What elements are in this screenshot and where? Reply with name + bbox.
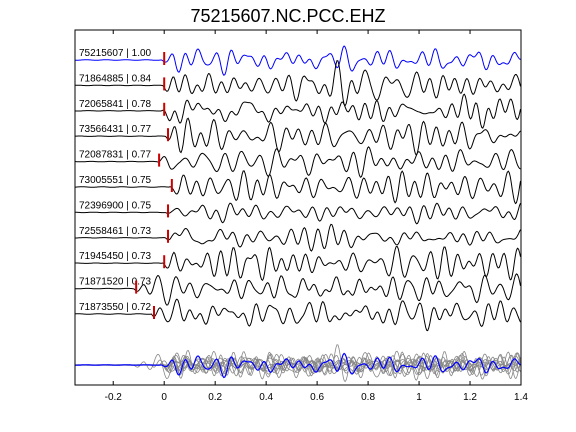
traces-layer: 75215607 | 1.00 71864885 | 0.84 72065841 |… xyxy=(74,45,521,332)
stack-layer xyxy=(74,344,521,383)
trace-label-1: 71864885 | 0.84 xyxy=(79,73,152,84)
trace-line-2 xyxy=(74,93,521,129)
trace-line-9 xyxy=(75,273,521,306)
trace-line-10 xyxy=(74,298,521,332)
trace-label-0: 75215607 | 1.00 xyxy=(79,48,152,59)
x-tick-label-7: 1.2 xyxy=(463,392,477,403)
trace-label-6: 72396900 | 0.75 xyxy=(79,200,152,211)
trace-line-6 xyxy=(75,202,521,225)
trace-line-4 xyxy=(74,146,521,178)
axes-frame xyxy=(74,29,522,386)
x-tick-label-8: 1.4 xyxy=(514,392,528,403)
x-tick-label-1: 0 xyxy=(161,392,167,403)
trace-label-3: 73566431 | 0.77 xyxy=(79,124,152,135)
trace-line-1 xyxy=(75,59,521,107)
trace-label-5: 73005551 | 0.75 xyxy=(79,175,152,186)
x-tick-label-5: 0.8 xyxy=(361,392,375,403)
trace-label-9: 71871520 | 0.73 xyxy=(79,277,152,288)
trace-line-8 xyxy=(75,245,521,282)
x-axis-ticks: -0.2 0 0.2 0.4 0.6 0.8 1 1.2 1.4 xyxy=(105,30,528,403)
trace-label-7: 72558461 | 0.73 xyxy=(79,226,152,237)
trace-line-7 xyxy=(75,223,521,252)
trace-line-0 xyxy=(75,45,521,76)
x-tick-label-4: 0.6 xyxy=(310,392,324,403)
trace-label-2: 72065841 | 0.78 xyxy=(79,99,152,110)
x-tick-label-6: 1 xyxy=(416,392,422,403)
chart-title: 75215607.NC.PCC.EHZ xyxy=(190,6,386,26)
x-tick-label-3: 0.4 xyxy=(259,392,273,403)
trace-line-5 xyxy=(75,170,521,205)
trace-line-3 xyxy=(74,117,521,156)
x-tick-label-0: -0.2 xyxy=(105,392,123,403)
stack-trace-0 xyxy=(75,352,521,379)
x-tick-label-2: 0.2 xyxy=(208,392,222,403)
trace-label-4: 72087831 | 0.77 xyxy=(79,150,152,161)
trace-label-10: 71873550 | 0.72 xyxy=(79,302,152,313)
trace-label-8: 71945450 | 0.73 xyxy=(79,251,152,262)
